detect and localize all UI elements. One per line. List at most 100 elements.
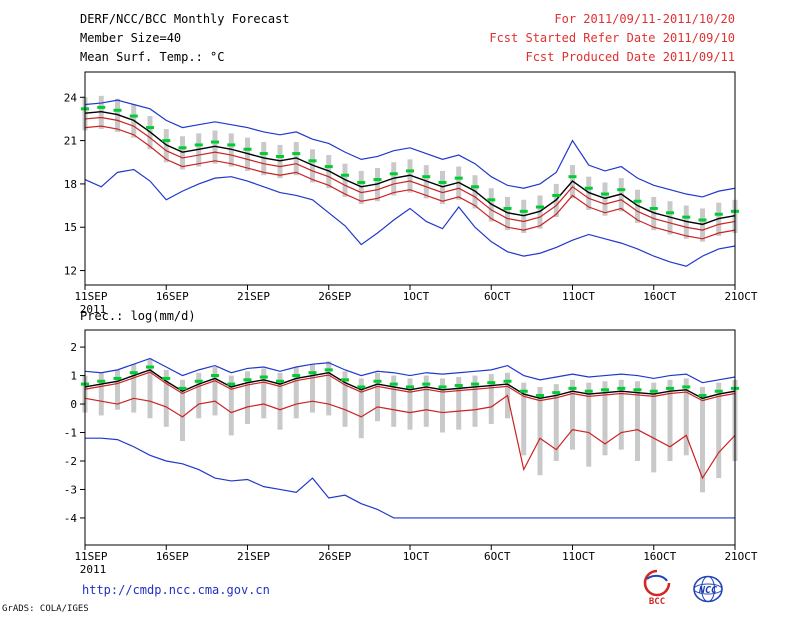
spread-bar (667, 379, 673, 461)
spread-bar (440, 378, 445, 433)
spread-bar (180, 136, 185, 170)
x-tick-sublabel: 2011 (80, 563, 107, 576)
spread-bar (472, 375, 478, 427)
member-size-label: Member Size=40 (80, 31, 182, 45)
y-tick-label: 12 (64, 265, 77, 278)
spread-bar (570, 379, 575, 450)
x-tick-label: 21SEP (237, 550, 270, 563)
fcst-produced-date-label: Fcst Produced Date 2011/09/11 (525, 50, 735, 64)
precipitation-envelope-min-line (85, 437, 735, 519)
spread-bar (358, 378, 364, 439)
x-tick-label: 6OCT (484, 550, 511, 563)
spread-bar (277, 144, 283, 179)
y-tick-label: 21 (64, 135, 77, 148)
x-tick-label: 11OCT (562, 290, 595, 303)
spread-bar (505, 196, 510, 231)
spread-bar (375, 168, 380, 202)
spread-bar (521, 382, 527, 456)
temperature-envelope-min-line (84, 168, 736, 267)
x-tick-label: 21SEP (237, 290, 270, 303)
spread-bar (375, 372, 380, 422)
spread-bar (98, 95, 104, 130)
spread-bar (683, 205, 689, 239)
x-tick-label: 16SEP (156, 290, 189, 303)
spread-bar (700, 208, 705, 242)
temperature-ensemble-mean (81, 105, 739, 222)
spread-bar (261, 142, 267, 176)
ncc-logo-text: NCC (698, 585, 717, 596)
grads-credit: GrADS: COLA/IGES (2, 604, 89, 614)
spread-bar (651, 382, 657, 473)
x-tick-label: 1OCT (403, 290, 430, 303)
x-tick-label: 1OCT (403, 550, 430, 563)
bcc-logo-swoosh (646, 574, 668, 582)
spread-bar (212, 367, 218, 416)
spread-bar (586, 382, 592, 467)
spread-bar (391, 375, 397, 427)
y-tick-label: -2 (64, 455, 77, 468)
precipitation-red-upper-line (84, 371, 736, 402)
y-tick-label: 1 (70, 370, 77, 383)
spread-bar (521, 199, 527, 234)
temperature-red-lower-line (84, 125, 736, 240)
temp-panel-title: Mean Surf. Temp.: °C (80, 50, 225, 64)
precipitation-ensemble-spread (82, 358, 738, 493)
spread-bar (293, 367, 299, 419)
ncc-globe-equator (693, 583, 723, 595)
y-tick-label: 18 (64, 178, 77, 191)
precipitation-envelope-max-line (84, 357, 736, 384)
x-tick-label: 11SEP (74, 550, 107, 563)
x-tick-label: 6OCT (484, 290, 511, 303)
y-tick-label: -4 (64, 512, 78, 525)
x-tick-label: 16OCT (643, 290, 676, 303)
bcc-logo-swirl (643, 569, 671, 597)
temperature-red-upper-line (84, 116, 736, 231)
temperature-control-line (84, 111, 736, 226)
spread-bar (115, 369, 120, 410)
spread-bar (196, 372, 202, 419)
bcc-logo-text: BCC (649, 597, 665, 606)
spread-bar (245, 371, 250, 424)
y-tick-label: 0 (70, 398, 77, 411)
x-tick-sublabel: 2011 (80, 303, 107, 316)
spread-bar (456, 376, 462, 430)
precipitation-red-lower-line (84, 394, 736, 480)
y-tick-label: -1 (64, 427, 77, 440)
bcc-logo: BCC (638, 568, 676, 610)
spread-bar (635, 381, 640, 461)
y-tick-label: -3 (64, 483, 77, 496)
y-tick-label: 24 (64, 91, 78, 104)
spread-bar (261, 368, 267, 419)
x-tick-label: 11SEP (74, 290, 107, 303)
spread-bar (196, 133, 202, 167)
ncc-logo-graphic: NCC (693, 575, 723, 603)
spread-bar (716, 382, 722, 479)
temperature-envelope-max-line (84, 99, 736, 198)
spread-bar (277, 372, 283, 430)
spread-bar (423, 375, 429, 427)
x-tick-label: 21OCT (724, 550, 757, 563)
bcc-logo-graphic: BCC (643, 569, 671, 607)
x-tick-label: 21OCT (724, 290, 757, 303)
spread-bar (131, 364, 137, 413)
spread-bar (700, 386, 705, 493)
temperature-ensemble-spread (82, 95, 738, 242)
y-tick-label: 15 (64, 221, 77, 234)
prec-panel-title: Prec.: log(mm/d) (80, 309, 196, 323)
spread-bar (488, 374, 494, 424)
spread-bar (212, 130, 218, 164)
spread-bar (163, 369, 169, 427)
spread-bar (342, 371, 348, 427)
ncc-logo: NCC (690, 574, 726, 608)
spread-bar (553, 384, 559, 461)
spread-bar (180, 379, 185, 442)
y-tick-label: 2 (70, 341, 77, 354)
fcst-start-date-label: Fcst Started Refer Date 2011/09/10 (489, 31, 735, 45)
x-tick-label: 26SEP (318, 290, 351, 303)
spread-bar (98, 372, 104, 416)
spread-bar (310, 364, 315, 413)
spread-bar (147, 358, 153, 419)
x-tick-label: 16OCT (643, 550, 676, 563)
